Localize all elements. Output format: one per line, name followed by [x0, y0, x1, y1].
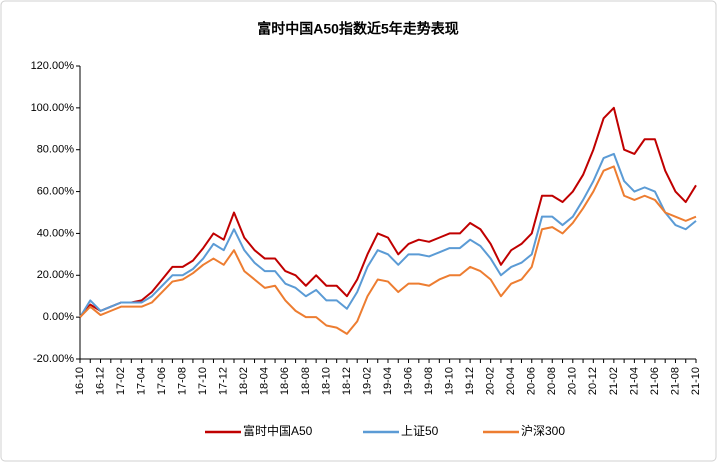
x-tick-label: 20-08 — [546, 367, 558, 395]
x-tick-label: 20-12 — [587, 367, 599, 395]
legend-label: 富时中国A50 — [243, 423, 313, 438]
x-tick-label: 21-02 — [608, 367, 620, 395]
x-tick-label: 18-04 — [259, 367, 271, 395]
x-tick-label: 19-02 — [361, 367, 373, 395]
series-line — [79, 152, 697, 318]
x-tick-label: 18-08 — [300, 367, 312, 395]
x-tick-label: 18-10 — [320, 367, 332, 395]
x-tick-label: 16-12 — [94, 367, 106, 395]
x-tick-label: 19-10 — [444, 367, 456, 395]
x-tick-label: 19-12 — [464, 367, 476, 395]
x-tick-label: 20-04 — [505, 367, 517, 395]
x-tick-label: 20-02 — [485, 367, 497, 395]
y-tick-label: 60.00% — [37, 185, 75, 197]
y-tick-label: 100.00% — [31, 102, 75, 114]
y-tick-label: 20.00% — [37, 269, 75, 281]
x-tick-label: 17-10 — [197, 367, 209, 395]
x-tick-label: 18-06 — [279, 367, 291, 395]
x-tick-label: 17-04 — [136, 367, 148, 395]
x-tick-label: 21-06 — [649, 367, 661, 395]
x-tick-label: 20-10 — [567, 367, 579, 395]
x-tick-label: 19-06 — [402, 367, 414, 395]
series-line — [79, 165, 697, 335]
y-tick-label: 0.00% — [43, 311, 74, 323]
legend-label: 上证50 — [401, 424, 439, 438]
x-tick-label: 18-02 — [238, 367, 250, 395]
x-tick-label: 18-12 — [341, 367, 353, 395]
y-tick-label: 120.00% — [31, 60, 75, 72]
x-tick-label: 21-08 — [669, 367, 681, 395]
x-tick-label: 17-06 — [156, 367, 168, 395]
y-tick-label: 80.00% — [37, 144, 75, 156]
x-tick-label: 19-04 — [382, 367, 394, 395]
chart-title: 富时中国A50指数近5年走势表现 — [257, 21, 458, 37]
y-tick-label: 40.00% — [37, 227, 75, 239]
x-tick-label: 16-10 — [74, 367, 86, 395]
x-tick-label: 20-06 — [526, 367, 538, 395]
x-tick-label: 21-10 — [690, 367, 702, 395]
x-tick-label: 17-08 — [177, 367, 189, 395]
y-tick-label: -20.00% — [33, 353, 74, 365]
series-line — [79, 106, 697, 318]
x-tick-label: 17-12 — [218, 367, 230, 395]
x-tick-label: 21-04 — [628, 367, 640, 395]
legend-label: 沪深300 — [521, 424, 565, 438]
x-tick-label: 17-02 — [115, 367, 127, 395]
x-tick-label: 19-08 — [423, 367, 435, 395]
